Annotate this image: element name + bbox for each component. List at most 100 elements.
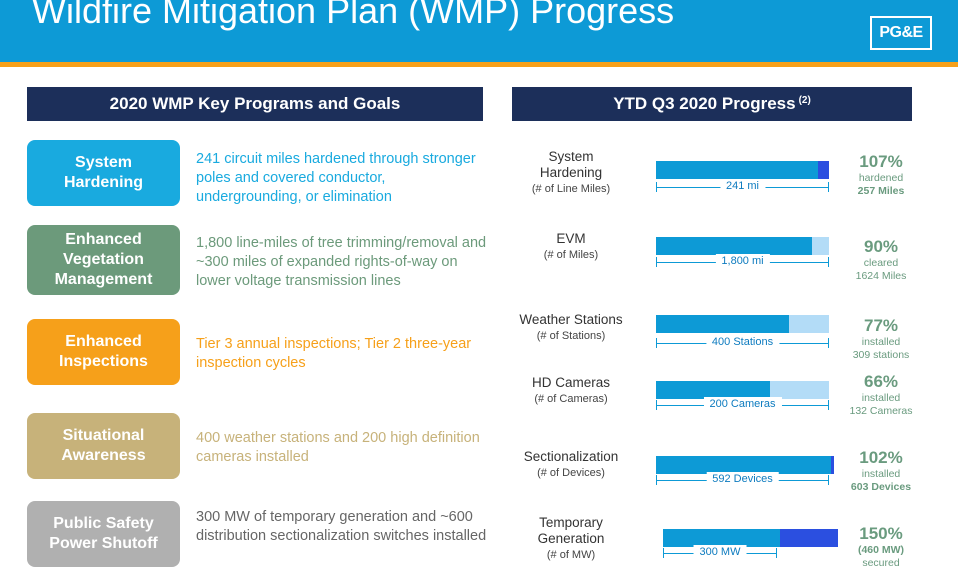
goal-public-safety-power-shutoff: 300 MW of temporary generation and ~600 … [196, 509, 487, 544]
bar-evm [656, 237, 829, 255]
progress-heading-label: YTD Q3 2020 Progress [613, 94, 796, 113]
pct-value: 102% [859, 448, 903, 467]
target-label: 1,800 mi [715, 254, 770, 269]
bar-fill [656, 237, 812, 255]
goal-situational-awareness: 400 weather stations and 200 high defini… [196, 430, 480, 465]
metric-label-hd-cameras: HD Cameras (# of Cameras) [508, 375, 634, 407]
pge-logo: PG&E [870, 16, 932, 50]
pct-value: 66% [863, 372, 899, 391]
bar-overflow [830, 456, 834, 474]
goal-system-hardening: 241 circuit miles hardened through stron… [196, 151, 476, 205]
pct-value: 150% [859, 524, 903, 543]
pct-weather-stations: 77% installed 309 stations [836, 315, 926, 362]
metric-name: Weather Stations [519, 312, 623, 327]
pct-status: installed [861, 392, 901, 404]
pct-temporary-generation: 150% (460 MW) secured [836, 523, 926, 570]
progress-heading: YTD Q3 2020 Progress (2) [512, 87, 912, 121]
metric-name: Temporary Generation [537, 515, 605, 546]
program-public-safety-power-shutoff: Public Safety Power Shutoff [27, 501, 180, 567]
programs-heading: 2020 WMP Key Programs and Goals [27, 87, 483, 121]
pct-sectionalization: 102% installed 603 Devices [836, 447, 926, 494]
metric-unit: (# of Cameras) [534, 393, 608, 405]
target-cap [828, 338, 829, 348]
bar-system-hardening [656, 161, 829, 179]
pct-actual: 132 Cameras [849, 405, 913, 417]
pct-actual: 309 stations [852, 349, 910, 361]
metric-unit: (# of Line Miles) [531, 183, 611, 195]
pct-status: installed [861, 336, 901, 348]
metric-label-weather-stations: Weather Stations (# of Stations) [508, 312, 634, 344]
target-cap [828, 182, 829, 192]
target-label: 200 Cameras [703, 397, 782, 412]
pct-actual: secured [862, 557, 900, 569]
metric-label-sectionalization: Sectionalization (# of Devices) [508, 449, 634, 481]
goal-vegetation-management: 1,800 line-miles of tree trimming/remova… [196, 235, 487, 289]
target-cap [828, 400, 829, 410]
target-cap [828, 257, 829, 267]
target-label: 300 MW [693, 545, 747, 560]
bar-overflow [779, 529, 838, 547]
header-bar: Wildfire Mitigation Plan (WMP) Progress … [0, 0, 958, 62]
metric-label-system-hardening: System Hardening (# of Line Miles) [508, 149, 634, 197]
metric-unit: (# of MW) [546, 549, 596, 561]
pct-hd-cameras: 66% installed 132 Cameras [836, 371, 926, 418]
target-label: 592 Devices [706, 472, 779, 487]
pct-value: 77% [863, 316, 899, 335]
metric-label-temporary-generation: Temporary Generation (# of MW) [508, 515, 634, 563]
pct-status: hardened [858, 172, 904, 184]
metric-label-evm: EVM (# of Miles) [508, 231, 634, 263]
target-line-weather-stations: 400 Stations [656, 335, 829, 350]
bar-sectionalization [656, 456, 834, 474]
target-cap [828, 475, 829, 485]
target-line-system-hardening: 241 mi [656, 179, 829, 194]
metric-unit: (# of Miles) [543, 249, 599, 261]
target-line-evm: 1,800 mi [656, 254, 829, 269]
header-stripe [0, 62, 958, 67]
bar-fill [656, 315, 790, 333]
pct-actual: 1624 Miles [855, 270, 907, 282]
bar-fill [656, 161, 818, 179]
target-cap [656, 338, 657, 348]
target-line-sectionalization: 592 Devices [656, 472, 829, 487]
metric-name: HD Cameras [531, 375, 610, 390]
metric-unit: (# of Stations) [536, 330, 606, 342]
pct-actual: 603 Devices [850, 481, 912, 493]
target-cap [656, 257, 657, 267]
programs-heading-label: 2020 WMP Key Programs and Goals [109, 94, 401, 113]
metric-unit: (# of Devices) [537, 467, 605, 479]
pct-evm: 90% cleared 1624 Miles [836, 236, 926, 283]
pct-status: installed [861, 468, 901, 480]
program-system-hardening: System Hardening [27, 140, 180, 206]
pct-actual: 257 Miles [857, 185, 905, 197]
page-title: Wildfire Mitigation Plan (WMP) Progress [32, 0, 675, 31]
target-cap [656, 400, 657, 410]
bar-weather-stations [656, 315, 829, 333]
pct-status: cleared [863, 257, 899, 269]
pct-value: 107% [859, 152, 903, 171]
target-cap [656, 182, 657, 192]
pct-system-hardening: 107% hardened 257 Miles [836, 151, 926, 198]
target-cap [656, 475, 657, 485]
footnote-marker: (2) [798, 94, 811, 106]
metric-name: Sectionalization [523, 449, 619, 464]
target-line-temporary-generation: 300 MW [663, 545, 777, 560]
program-situational-awareness: Situational Awareness [27, 413, 180, 479]
program-enhanced-inspections: Enhanced Inspections [27, 319, 180, 385]
target-cap [776, 548, 777, 558]
metric-name: System Hardening [539, 149, 603, 180]
metric-name: EVM [556, 231, 586, 246]
bar-fill [663, 529, 780, 547]
target-line-hd-cameras: 200 Cameras [656, 397, 829, 412]
bar-fill [656, 381, 771, 399]
bar-overflow [817, 161, 829, 179]
pct-value: 90% [863, 237, 899, 256]
bar-hd-cameras [656, 381, 829, 399]
program-vegetation-management: Enhanced Vegetation Management [27, 225, 180, 295]
pct-status: (460 MW) [857, 544, 905, 556]
target-label: 400 Stations [705, 335, 780, 350]
bar-temporary-generation [663, 529, 838, 547]
bar-fill [656, 456, 831, 474]
goal-enhanced-inspections: Tier 3 annual inspections; Tier 2 three-… [196, 336, 472, 371]
target-label: 241 mi [719, 179, 766, 194]
target-cap [663, 548, 664, 558]
